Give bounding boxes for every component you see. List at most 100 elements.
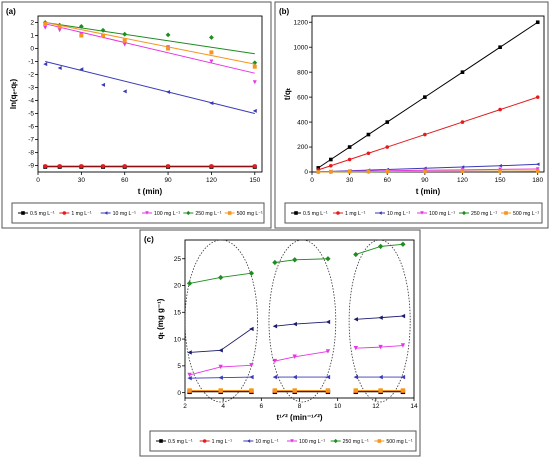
series-segment	[189, 328, 252, 353]
data-point	[347, 157, 352, 162]
data-point	[101, 33, 106, 38]
data-point	[218, 375, 223, 380]
series-2	[43, 61, 257, 114]
data-point	[122, 164, 127, 169]
y-tick-label: 20	[174, 283, 182, 290]
data-point	[122, 31, 128, 37]
plot-frame	[37, 15, 263, 173]
legend-label: 10 mg L⁻¹	[387, 211, 410, 217]
data-point	[209, 35, 214, 40]
legend-marker	[336, 211, 340, 215]
x-tick-label: 6	[260, 403, 264, 410]
group-ellipse	[348, 239, 411, 403]
panel-b: (b) 0 30 60 90 120 150 180 0 200 400 600 800 1000 120…	[274, 1, 549, 229]
series-5	[316, 169, 540, 174]
legend-label: 250 mg L⁻¹	[343, 439, 369, 445]
y-tick-label: 0	[177, 390, 181, 397]
data-point	[252, 60, 258, 66]
data-point	[460, 165, 465, 169]
data-point	[165, 32, 171, 38]
data-point	[535, 162, 540, 167]
plot-frame	[184, 239, 415, 399]
data-point	[400, 388, 406, 393]
y-tick-label: -1	[28, 59, 34, 66]
panel-c-legend-items: 0.5 mg L⁻¹ 1 mg L⁻¹ 10 mg L⁻¹ 100 mg L⁻¹ 250…	[156, 438, 413, 445]
legend-marker	[294, 211, 298, 215]
y-tick-label: -7	[28, 137, 34, 144]
data-point	[249, 363, 254, 368]
legend-marker	[159, 439, 163, 443]
legend-marker	[21, 211, 25, 215]
data-point	[498, 163, 502, 168]
data-point	[57, 164, 62, 169]
data-point	[385, 145, 390, 149]
data-point	[329, 163, 333, 168]
data-point	[218, 364, 223, 370]
data-point	[423, 95, 427, 99]
panel-b-legend-items: 0.5 mg L⁻¹ 1 mg L⁻¹ 10 mg L⁻¹ 100 mg L⁻¹ 250…	[291, 210, 539, 217]
panel-a-legend-items: 0.5 mg L⁻¹ 1 mg L⁻¹ 10 mg L⁻¹ 100 mg L⁻¹ 250…	[18, 210, 263, 217]
data-point	[353, 251, 359, 258]
series-segment	[274, 258, 328, 263]
data-point	[385, 120, 390, 124]
data-point	[329, 157, 333, 162]
y-tick-label: 800	[297, 69, 308, 76]
data-point	[366, 132, 371, 137]
y-tick-label: -3	[28, 85, 34, 92]
data-point	[366, 151, 371, 156]
panel-c: (c) 2 4 6 8 10 12 14 0 5 10 15 20 25 t¹ᐟ² (min⁻¹ᐟ²) qₜ…	[139, 229, 421, 457]
x-tick-label: 10	[334, 403, 342, 410]
data-point	[272, 259, 278, 266]
x-tick-label: 120	[206, 177, 217, 184]
panel-a-label: (a)	[6, 7, 16, 16]
series-segment	[274, 321, 328, 327]
fit-line	[45, 22, 255, 65]
panel-a-border	[1, 1, 272, 229]
data-point	[272, 358, 278, 364]
legend-label: 1 mg L⁻¹	[345, 211, 366, 217]
y-tick-label: 5	[177, 363, 181, 370]
series-0	[43, 164, 257, 169]
y-tick-label: 2	[30, 20, 34, 27]
panel-b-label: (b)	[279, 7, 290, 16]
data-point	[43, 25, 48, 30]
panel-c-legend	[149, 430, 417, 452]
data-point	[325, 388, 331, 393]
data-point	[292, 388, 297, 393]
y-tick-label: 1200	[294, 19, 309, 26]
series-5	[186, 241, 406, 287]
data-point	[377, 243, 384, 250]
x-axis-label: t (min)	[416, 187, 441, 196]
legend-label: 10 mg L⁻¹	[113, 211, 136, 217]
legend-label: 1 mg L⁻¹	[71, 211, 92, 217]
legend-label: 10 mg L⁻¹	[255, 439, 278, 445]
data-point	[209, 101, 214, 106]
series-2	[187, 374, 406, 381]
legend-label: 500 mg L⁻¹	[386, 439, 412, 445]
data-point	[187, 372, 192, 378]
legend-label: 500 mg L⁻¹	[513, 211, 539, 217]
data-point	[101, 82, 106, 87]
legend-label: 100 mg L⁻¹	[429, 211, 455, 217]
data-point	[353, 317, 358, 322]
data-point	[272, 374, 278, 380]
data-point	[329, 170, 333, 174]
data-point	[400, 313, 406, 319]
y-axis-label: t/qₜ	[283, 87, 292, 100]
data-point	[252, 80, 257, 85]
y-tick-label: 25	[174, 256, 182, 263]
legend-label: 250 mg L⁻¹	[195, 211, 221, 217]
legend-marker	[202, 439, 207, 443]
data-point	[400, 343, 406, 348]
panel-a: (a) 0 30 60 90 120 150 -9 -8 -7 -6 -5 -4 -3 -2 -1 0 1 2 t …	[1, 1, 272, 229]
data-point	[498, 169, 502, 173]
legend-marker	[420, 211, 424, 215]
x-tick-label: 4	[221, 403, 225, 410]
data-point	[535, 95, 540, 99]
series-1	[316, 95, 540, 172]
x-axis-label: t¹ᐟ² (min⁻¹ᐟ²)	[276, 413, 322, 422]
data-point	[316, 170, 321, 174]
data-point	[498, 45, 502, 49]
series-1	[43, 164, 257, 169]
x-tick-label: 0	[310, 177, 314, 184]
